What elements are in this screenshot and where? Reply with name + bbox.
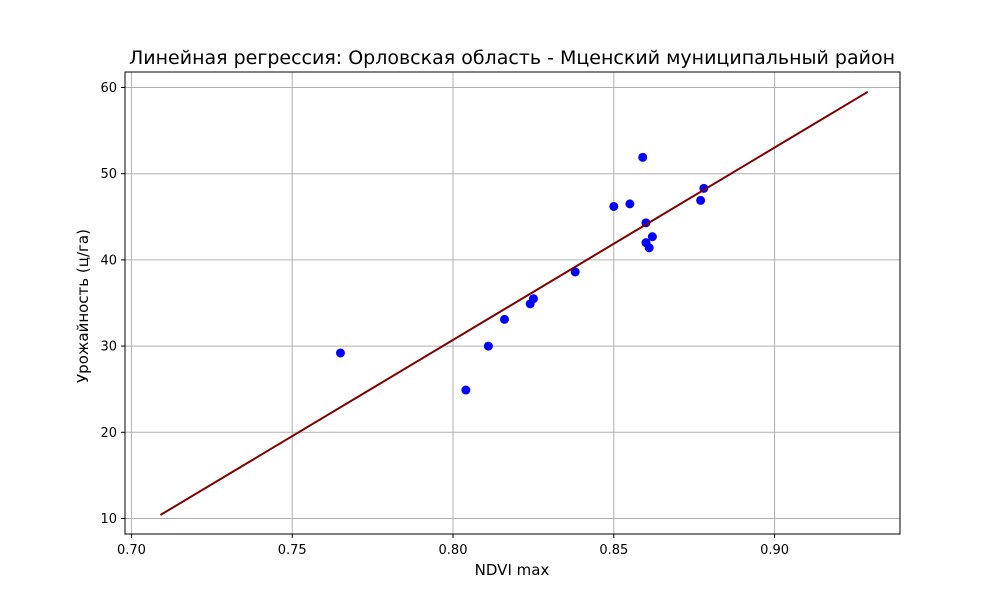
chart-title: Линейная регрессия: Орловская область - … [129,47,895,69]
scatter-point [696,195,706,205]
ticks: 0.70 0.75 0.80 0.85 0.90 10 20 30 40 50 60 [100,81,789,558]
y-tick-label: 20 [100,426,117,441]
y-tick-label: 60 [100,81,117,96]
scatter-point [483,341,493,351]
scatter-point [644,243,654,253]
y-tick-label: 10 [100,512,117,527]
grid [125,72,900,534]
scatter-point [570,267,580,277]
x-tick-label: 0.75 [278,543,307,558]
x-tick-label: 0.90 [760,543,789,558]
scatter-point [461,385,471,395]
y-axis-label: Урожайность (ц/га) [74,229,92,383]
scatter-point [499,314,509,324]
x-tick-label: 0.85 [599,543,628,558]
scatter-point [609,201,619,211]
scatter-point [638,152,648,162]
axes-frame [124,71,901,535]
regression-line [159,90,869,516]
x-axis-label: NDVI max [475,561,550,579]
plot-area [159,90,869,516]
y-tick-label: 40 [100,253,117,268]
scatter-point [647,232,657,242]
y-tick-label: 50 [100,167,117,182]
scatter-point [528,294,538,304]
scatter-point [335,348,345,358]
scatter-point [625,199,635,209]
x-tick-label: 0.70 [117,543,146,558]
x-tick-label: 0.80 [439,543,468,558]
y-tick-label: 30 [100,340,117,355]
